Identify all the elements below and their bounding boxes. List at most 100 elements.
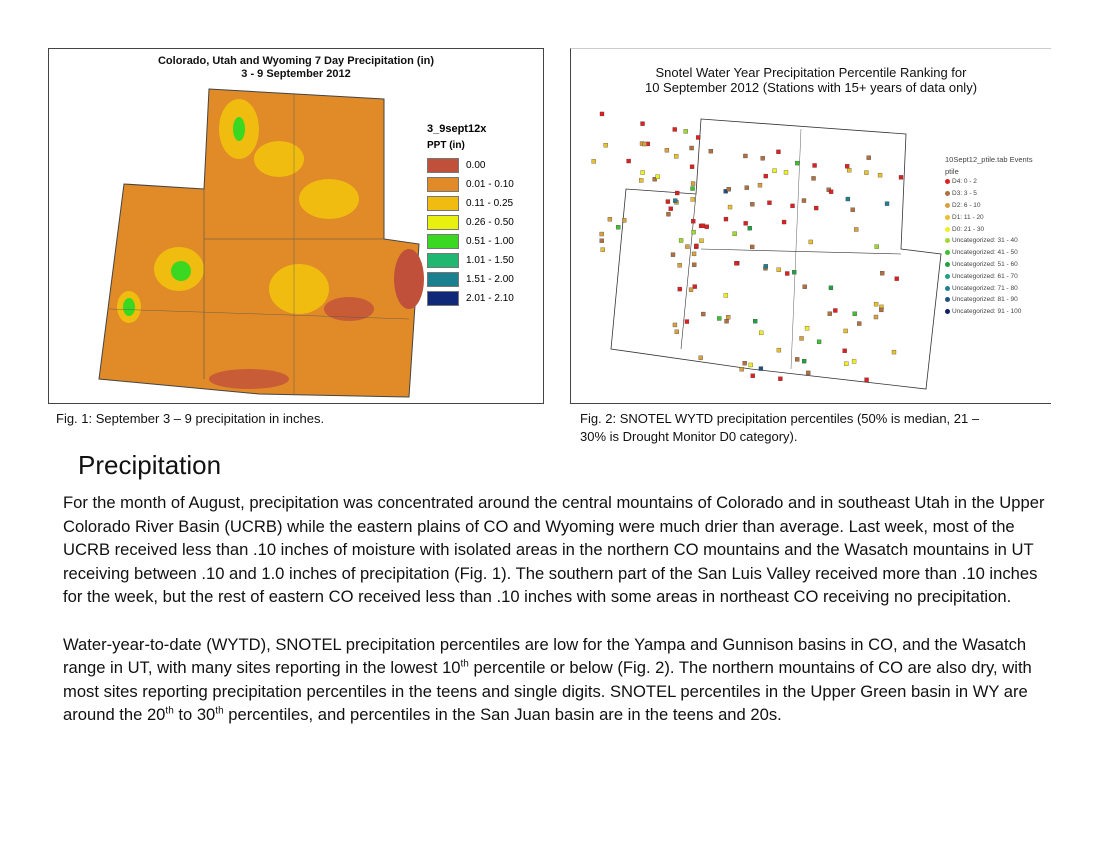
station-marker <box>723 216 729 222</box>
station-marker <box>685 244 690 249</box>
station-marker <box>852 311 857 316</box>
station-marker <box>683 129 688 134</box>
station-marker <box>652 177 657 182</box>
station-marker <box>701 311 706 317</box>
station-marker <box>675 190 680 196</box>
station-marker <box>616 225 621 230</box>
fig2-legend-item: Uncategorized: 91 - 100 <box>945 306 1033 318</box>
legend-dot <box>945 179 950 185</box>
station-marker <box>739 367 744 372</box>
station-marker <box>655 174 660 179</box>
fig1-legend-item: 1.01 - 1.50 <box>427 251 514 270</box>
station-marker <box>692 262 697 267</box>
station-marker <box>603 143 608 148</box>
paragraph-2: Water-year-to-date (WYTD), SNOTEL precip… <box>63 634 1032 725</box>
station-marker <box>747 226 752 231</box>
station-marker <box>717 316 722 321</box>
station-marker <box>866 155 871 160</box>
station-marker <box>694 243 699 249</box>
legend-label: Uncategorized: 51 - 60 <box>952 260 1018 268</box>
station-marker <box>689 145 694 151</box>
station-marker <box>790 203 795 209</box>
station-marker <box>727 204 733 210</box>
fig2-legend-item: D2: 6 - 10 <box>945 200 1033 212</box>
fig1-legend-item: 0.01 - 0.10 <box>427 175 514 194</box>
station-marker <box>700 223 706 228</box>
legend-label: Uncategorized: 91 - 100 <box>952 308 1022 316</box>
legend-swatch <box>427 234 459 249</box>
station-marker <box>677 263 682 268</box>
legend-swatch <box>427 253 459 268</box>
station-marker <box>898 175 904 180</box>
fig1-legend-item: 2.01 - 2.10 <box>427 289 514 308</box>
station-marker <box>742 361 747 366</box>
fig1-map <box>98 88 424 398</box>
fig2-legend-item: D0: 21 - 30 <box>945 223 1033 235</box>
station-marker <box>599 238 604 243</box>
legend-label: 2.01 - 2.10 <box>466 293 514 304</box>
station-marker <box>879 307 884 313</box>
station-marker <box>691 229 696 235</box>
station-marker <box>622 218 627 223</box>
station-marker <box>811 176 816 181</box>
station-marker <box>744 185 749 190</box>
station-marker <box>734 261 739 266</box>
station-marker <box>795 160 800 166</box>
fig2-legend-title: 10Sept12_ptile.tab Events <box>945 155 1033 164</box>
station-marker <box>874 244 879 249</box>
station-marker <box>806 370 811 376</box>
legend-label: 0.00 <box>466 160 486 171</box>
station-marker <box>724 319 729 324</box>
station-marker <box>814 205 819 211</box>
station-marker <box>857 321 862 326</box>
station-marker <box>864 377 869 382</box>
station-marker <box>828 285 834 290</box>
fig2-title-line1: Snotel Water Year Precipitation Percenti… <box>655 65 967 80</box>
station-marker <box>846 168 852 173</box>
legend-label: D1: 11 - 20 <box>952 213 984 221</box>
station-marker <box>678 238 684 243</box>
station-marker <box>690 186 695 191</box>
station-marker <box>670 252 676 257</box>
station-marker <box>877 172 883 178</box>
station-marker <box>677 286 682 292</box>
legend-label: 0.11 - 0.25 <box>466 198 514 209</box>
station-marker <box>698 355 703 360</box>
station-marker <box>833 308 838 313</box>
station-marker <box>674 329 679 334</box>
fig2-map <box>591 111 942 390</box>
station-marker <box>873 301 879 307</box>
station-marker <box>776 267 781 272</box>
fig1-title-line1: Colorado, Utah and Wyoming 7 Day Precipi… <box>157 55 435 67</box>
section-heading: Precipitation <box>78 450 222 480</box>
legend-label: Uncategorized: 71 - 80 <box>952 284 1018 292</box>
station-marker <box>844 164 850 169</box>
station-marker <box>750 202 755 207</box>
station-marker <box>842 348 847 353</box>
station-marker <box>726 315 731 320</box>
legend-label: D0: 21 - 30 <box>952 225 985 233</box>
fig2-legend-item: D4: 0 - 2 <box>945 176 1033 188</box>
legend-dot <box>945 250 950 256</box>
legend-swatch <box>427 177 459 192</box>
station-marker <box>691 251 697 257</box>
fig2-caption: Fig. 2: SNOTEL WYTD precipitation percen… <box>580 410 979 446</box>
station-marker <box>850 207 855 212</box>
legend-swatch <box>427 215 459 230</box>
figure-1-precip-map: Colorado, Utah and Wyoming 7 Day Precipi… <box>48 48 544 404</box>
station-marker <box>851 359 857 364</box>
station-marker <box>684 319 690 324</box>
legend-label: D4: 0 - 2 <box>952 178 977 186</box>
station-marker <box>844 361 849 366</box>
station-marker <box>691 219 696 224</box>
legend-label: D2: 6 - 10 <box>952 201 981 209</box>
station-marker <box>690 197 695 202</box>
legend-dot <box>945 273 950 279</box>
station-marker <box>743 221 748 226</box>
station-marker <box>880 271 885 276</box>
station-marker <box>664 148 670 153</box>
station-marker <box>753 319 758 324</box>
station-marker <box>639 178 644 183</box>
station-marker <box>759 330 764 336</box>
station-marker <box>801 358 807 364</box>
